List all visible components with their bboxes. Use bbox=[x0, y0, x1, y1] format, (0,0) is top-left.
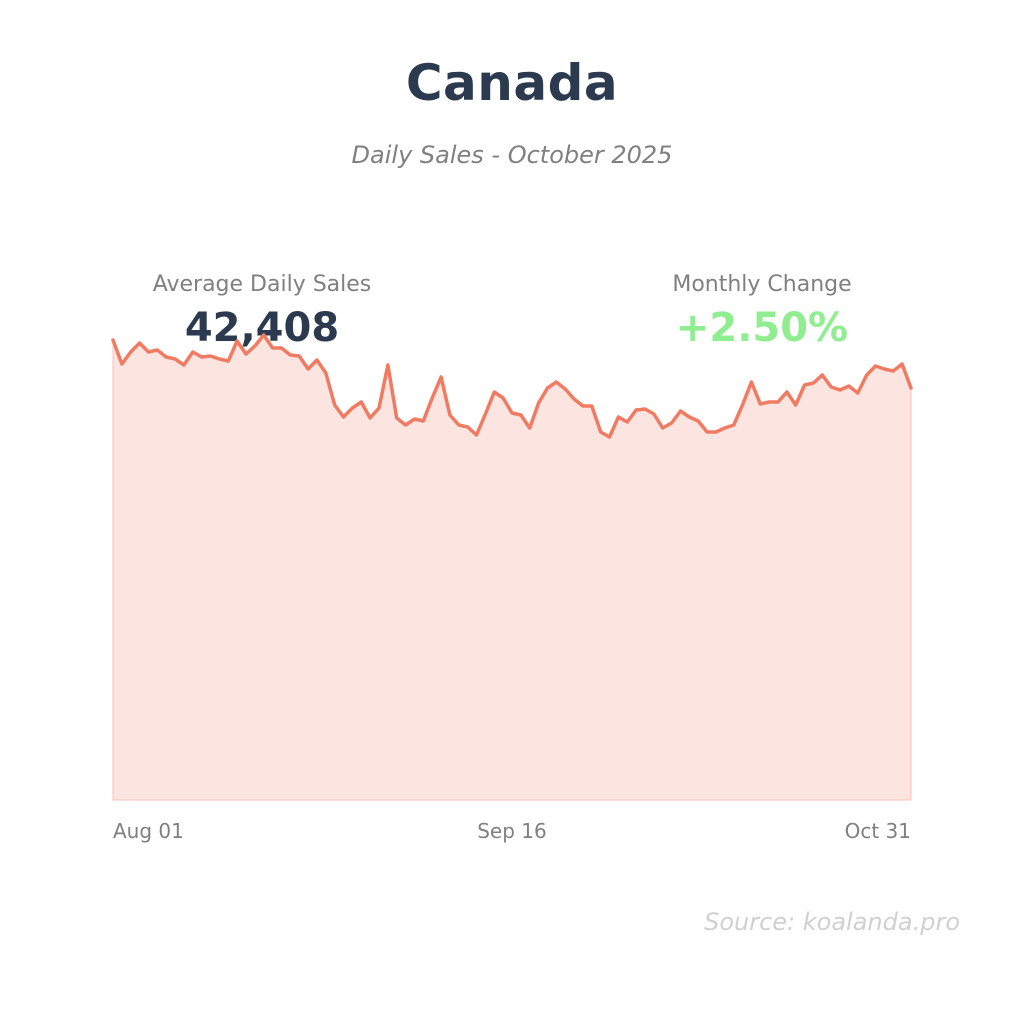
x-tick-label: Oct 31 bbox=[845, 819, 911, 843]
monthly-change-kpi: Monthly Change +2.50% bbox=[562, 272, 962, 351]
chart-subtitle: Daily Sales - October 2025 bbox=[351, 141, 673, 169]
average-daily-sales-label: Average Daily Sales bbox=[152, 272, 372, 297]
average-daily-sales-kpi: Average Daily Sales 42,408 bbox=[62, 272, 462, 351]
monthly-change-value: +2.50% bbox=[675, 305, 849, 351]
x-tick-label: Sep 16 bbox=[477, 819, 547, 843]
chart-title: Canada bbox=[405, 54, 619, 112]
sales-series-line bbox=[111, 333, 913, 439]
x-tick-label: Aug 01 bbox=[113, 819, 184, 843]
source-note: Source: koalanda.pro bbox=[704, 908, 960, 936]
monthly-change-label: Monthly Change bbox=[672, 272, 852, 297]
sales-area-fill bbox=[112, 334, 912, 801]
